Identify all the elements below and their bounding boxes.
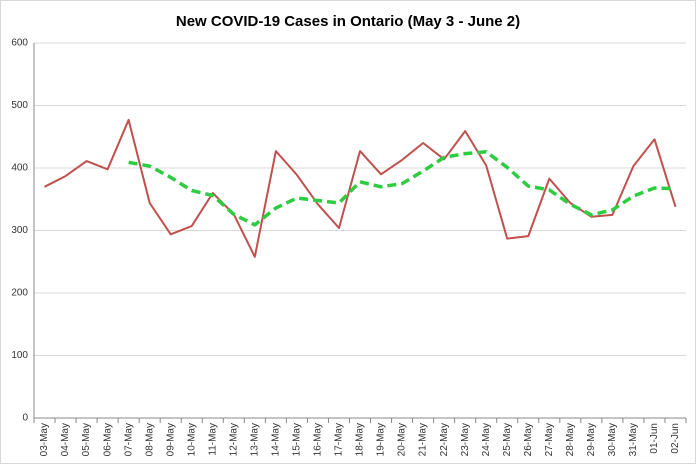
- x-tick-label: 17-May: [334, 423, 345, 456]
- y-tick-label: 500: [11, 100, 28, 111]
- y-tick-label: 400: [11, 163, 28, 174]
- x-tick-label: 13-May: [249, 423, 260, 456]
- x-tick-label: 07-May: [123, 423, 134, 456]
- series-line: [44, 118, 677, 258]
- x-tick-label: 20-May: [397, 423, 408, 456]
- x-tick-label: 25-May: [502, 423, 513, 456]
- x-tick-label: 09-May: [165, 423, 176, 456]
- x-tick-label: 01-Jun: [649, 423, 660, 454]
- x-tick-label: 18-May: [355, 423, 366, 456]
- x-tick-label: 31-May: [628, 423, 639, 456]
- x-tick-label: 19-May: [376, 423, 387, 456]
- chart-title: New COVID-19 Cases in Ontario (May 3 - J…: [176, 13, 520, 30]
- x-tick-label: 23-May: [460, 423, 471, 456]
- y-tick-label: 100: [11, 350, 28, 361]
- x-tick-label: 12-May: [228, 423, 239, 456]
- x-tick-label: 26-May: [523, 423, 534, 456]
- x-tick-label: 02-Jun: [670, 423, 681, 454]
- x-tick-label: 04-May: [60, 423, 71, 456]
- x-tick-label: 15-May: [292, 423, 303, 456]
- x-tick-label: 06-May: [102, 423, 113, 456]
- y-tick-label: 300: [11, 225, 28, 236]
- x-tick-label: 21-May: [418, 423, 429, 456]
- x-tick-label: 28-May: [565, 423, 576, 456]
- x-tick-label: 27-May: [544, 423, 555, 456]
- series-line: [128, 150, 676, 227]
- x-tick-label: 10-May: [186, 423, 197, 456]
- y-tick-label: 200: [11, 288, 28, 299]
- x-tick-label: 30-May: [607, 423, 618, 456]
- x-tick-label: 14-May: [271, 423, 282, 456]
- x-tick-label: 24-May: [481, 423, 492, 456]
- y-tick-label: 0: [22, 413, 28, 424]
- y-tick-label: 600: [11, 38, 28, 49]
- x-tick-label: 16-May: [313, 423, 324, 456]
- x-tick-label: 11-May: [207, 423, 218, 456]
- x-tick-label: 08-May: [144, 423, 155, 456]
- x-tick-label: 29-May: [586, 423, 597, 456]
- x-tick-label: 03-May: [39, 423, 50, 456]
- x-tick-label: 05-May: [81, 423, 92, 456]
- x-tick-label: 22-May: [439, 423, 450, 456]
